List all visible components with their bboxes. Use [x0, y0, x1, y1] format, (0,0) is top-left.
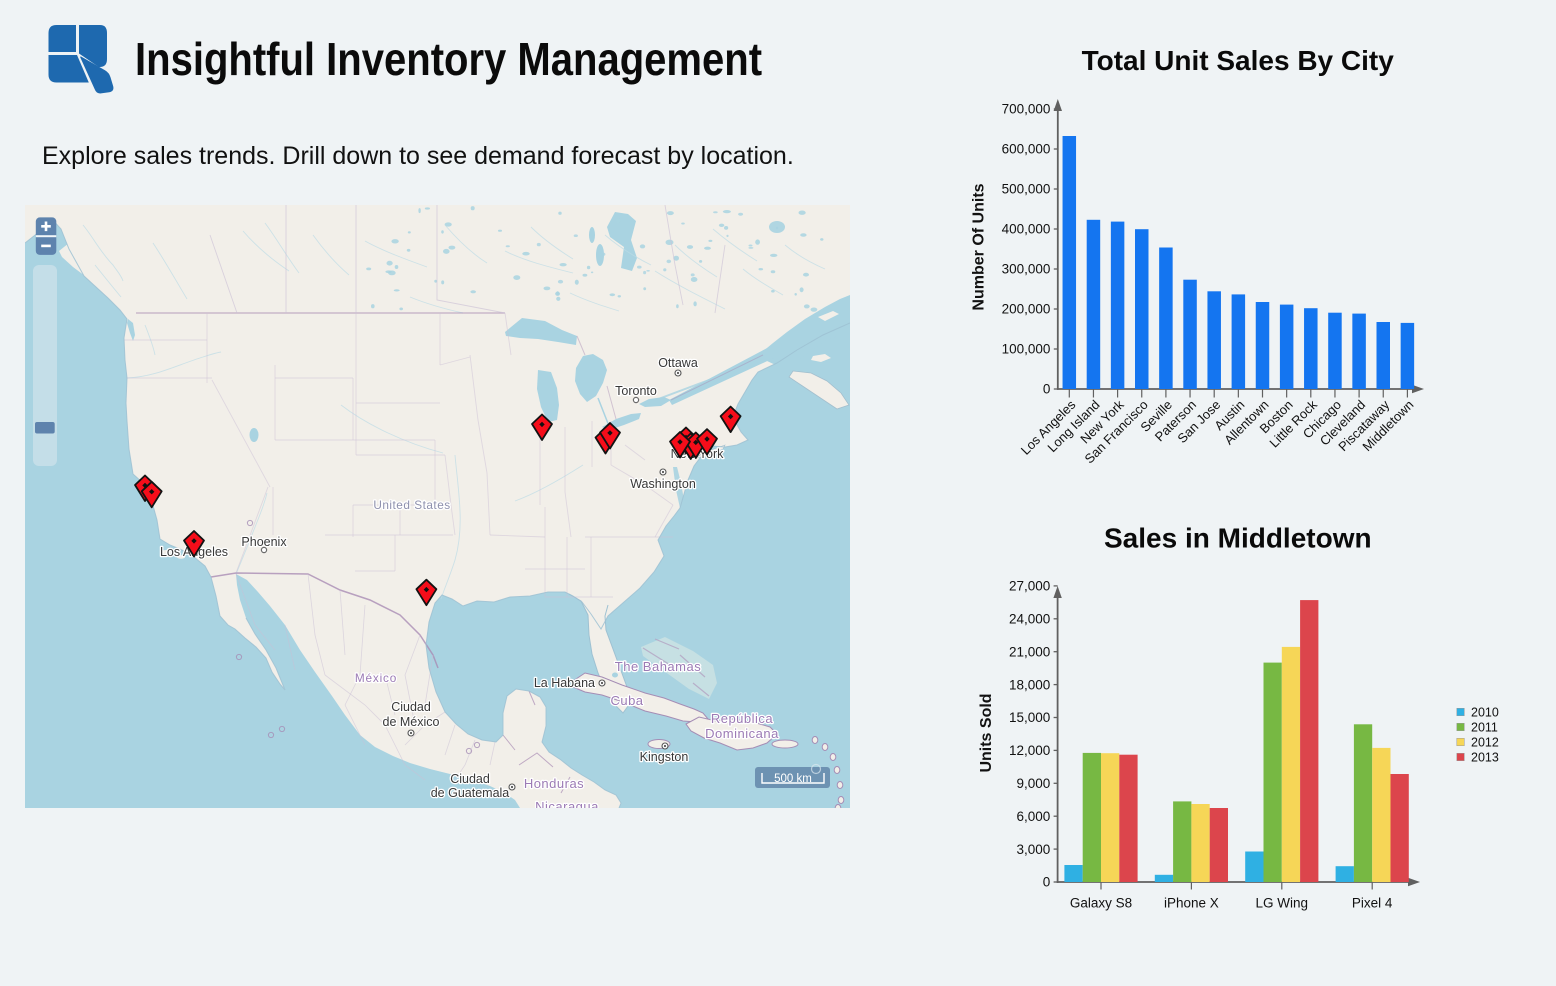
svg-text:República: República: [711, 711, 774, 726]
svg-text:0: 0: [1043, 382, 1051, 397]
svg-text:La Habana: La Habana: [534, 676, 595, 690]
svg-text:2011: 2011: [1471, 720, 1498, 734]
svg-text:United States: United States: [373, 498, 450, 512]
svg-text:Kingston: Kingston: [640, 750, 689, 764]
svg-text:Total Unit Sales By City: Total Unit Sales By City: [1082, 45, 1395, 76]
svg-text:700,000: 700,000: [1002, 102, 1051, 117]
svg-text:Number Of Units: Number Of Units: [971, 183, 988, 310]
svg-text:2012: 2012: [1471, 735, 1499, 749]
svg-text:6,000: 6,000: [1017, 809, 1051, 824]
svg-text:3,000: 3,000: [1017, 842, 1051, 857]
svg-text:Sales in Middletown: Sales in Middletown: [1104, 523, 1372, 554]
svg-text:Ciudad: Ciudad: [391, 700, 431, 714]
svg-text:500 km: 500 km: [774, 773, 812, 785]
svg-text:México: México: [355, 671, 397, 685]
svg-text:de México: de México: [383, 715, 440, 729]
svg-text:Nicaragua: Nicaragua: [535, 799, 599, 808]
svg-text:Pixel 4: Pixel 4: [1352, 896, 1393, 911]
svg-text:The Bahamas: The Bahamas: [615, 659, 701, 674]
svg-text:2010: 2010: [1471, 705, 1499, 719]
svg-text:Washington: Washington: [630, 477, 696, 491]
svg-text:Galaxy S8: Galaxy S8: [1070, 896, 1132, 911]
svg-text:2013: 2013: [1471, 750, 1499, 764]
svg-text:Ottawa: Ottawa: [658, 356, 698, 370]
svg-text:9,000: 9,000: [1017, 776, 1051, 791]
svg-text:200,000: 200,000: [1002, 302, 1051, 317]
svg-text:400,000: 400,000: [1002, 222, 1051, 237]
svg-text:0: 0: [1043, 875, 1051, 890]
svg-text:15,000: 15,000: [1009, 710, 1050, 725]
svg-text:600,000: 600,000: [1002, 142, 1051, 157]
svg-text:Ciudad: Ciudad: [450, 772, 490, 786]
svg-text:24,000: 24,000: [1009, 612, 1050, 627]
svg-text:Dominicana: Dominicana: [705, 726, 779, 741]
svg-text:27,000: 27,000: [1009, 579, 1050, 594]
svg-text:18,000: 18,000: [1009, 677, 1050, 692]
svg-text:300,000: 300,000: [1002, 262, 1051, 277]
svg-text:100,000: 100,000: [1002, 342, 1051, 357]
svg-text:Honduras: Honduras: [524, 776, 584, 791]
svg-text:de Guatemala: de Guatemala: [431, 786, 510, 800]
svg-text:iPhone X: iPhone X: [1164, 896, 1219, 911]
svg-text:21,000: 21,000: [1009, 644, 1050, 659]
svg-text:Units Sold: Units Sold: [978, 693, 995, 772]
svg-text:LG Wing: LG Wing: [1256, 896, 1309, 911]
svg-text:12,000: 12,000: [1009, 743, 1050, 758]
svg-text:Toronto: Toronto: [615, 384, 657, 398]
svg-text:Phoenix: Phoenix: [241, 535, 287, 549]
svg-text:Cuba: Cuba: [610, 693, 643, 708]
svg-text:500,000: 500,000: [1002, 182, 1051, 197]
